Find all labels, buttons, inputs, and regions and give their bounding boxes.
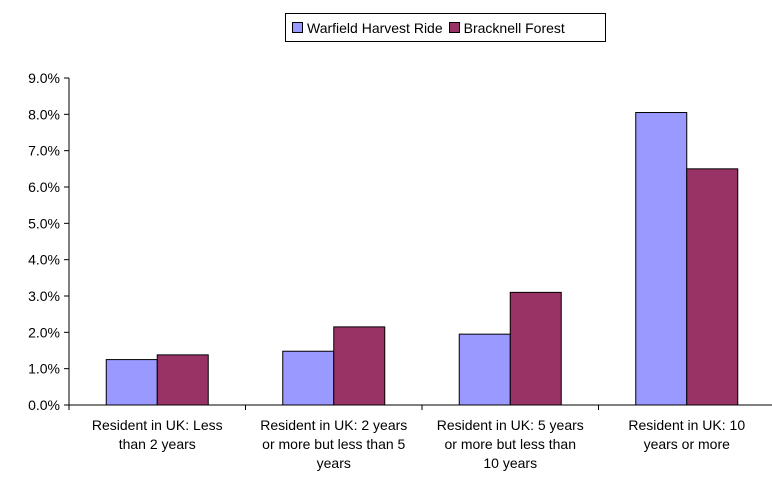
- y-tick-label: 0.0%: [28, 397, 60, 413]
- legend-item-series-1: Warfield Harvest Ride: [292, 20, 443, 36]
- legend-label-series-2: Bracknell Forest: [463, 19, 565, 36]
- legend-swatch-series-1: [292, 22, 303, 33]
- legend-item-series-2: Bracknell Forest: [448, 19, 565, 36]
- y-tick-label: 2.0%: [28, 324, 60, 340]
- bar-1-cat-3: [458, 333, 511, 406]
- bar-2-cat-1: [156, 354, 209, 406]
- x-category-label: Resident in UK: 10 years or more: [628, 417, 745, 452]
- legend: Warfield Harvest Ride Bracknell Forest: [285, 13, 606, 42]
- bar-1-cat-1: [105, 359, 158, 406]
- legend-label-series-1: Warfield Harvest Ride: [307, 19, 443, 36]
- bar-2-cat-4: [686, 168, 739, 406]
- y-tick-label: 5.0%: [28, 215, 60, 231]
- x-category-label: Resident in UK: 2 years or more but less …: [260, 417, 407, 471]
- y-tick-label: 8.0%: [28, 106, 60, 122]
- bar-2-cat-2: [333, 326, 386, 406]
- x-category-label: Resident in UK: 5 years or more but less …: [437, 417, 584, 471]
- bar-1-cat-4: [635, 112, 688, 406]
- y-tick-label: 9.0%: [28, 70, 60, 86]
- y-tick-label: 6.0%: [28, 179, 60, 195]
- bar-1-cat-2: [282, 350, 335, 406]
- legend-swatch-series-2: [448, 22, 460, 33]
- y-tick-label: 7.0%: [28, 143, 60, 159]
- y-tick-label: 3.0%: [28, 288, 60, 304]
- x-category-label: Resident in UK: Less than 2 years: [92, 417, 223, 452]
- y-tick-label: 4.0%: [28, 252, 60, 268]
- bar-2-cat-3: [509, 291, 562, 406]
- y-tick-label: 1.0%: [28, 361, 60, 377]
